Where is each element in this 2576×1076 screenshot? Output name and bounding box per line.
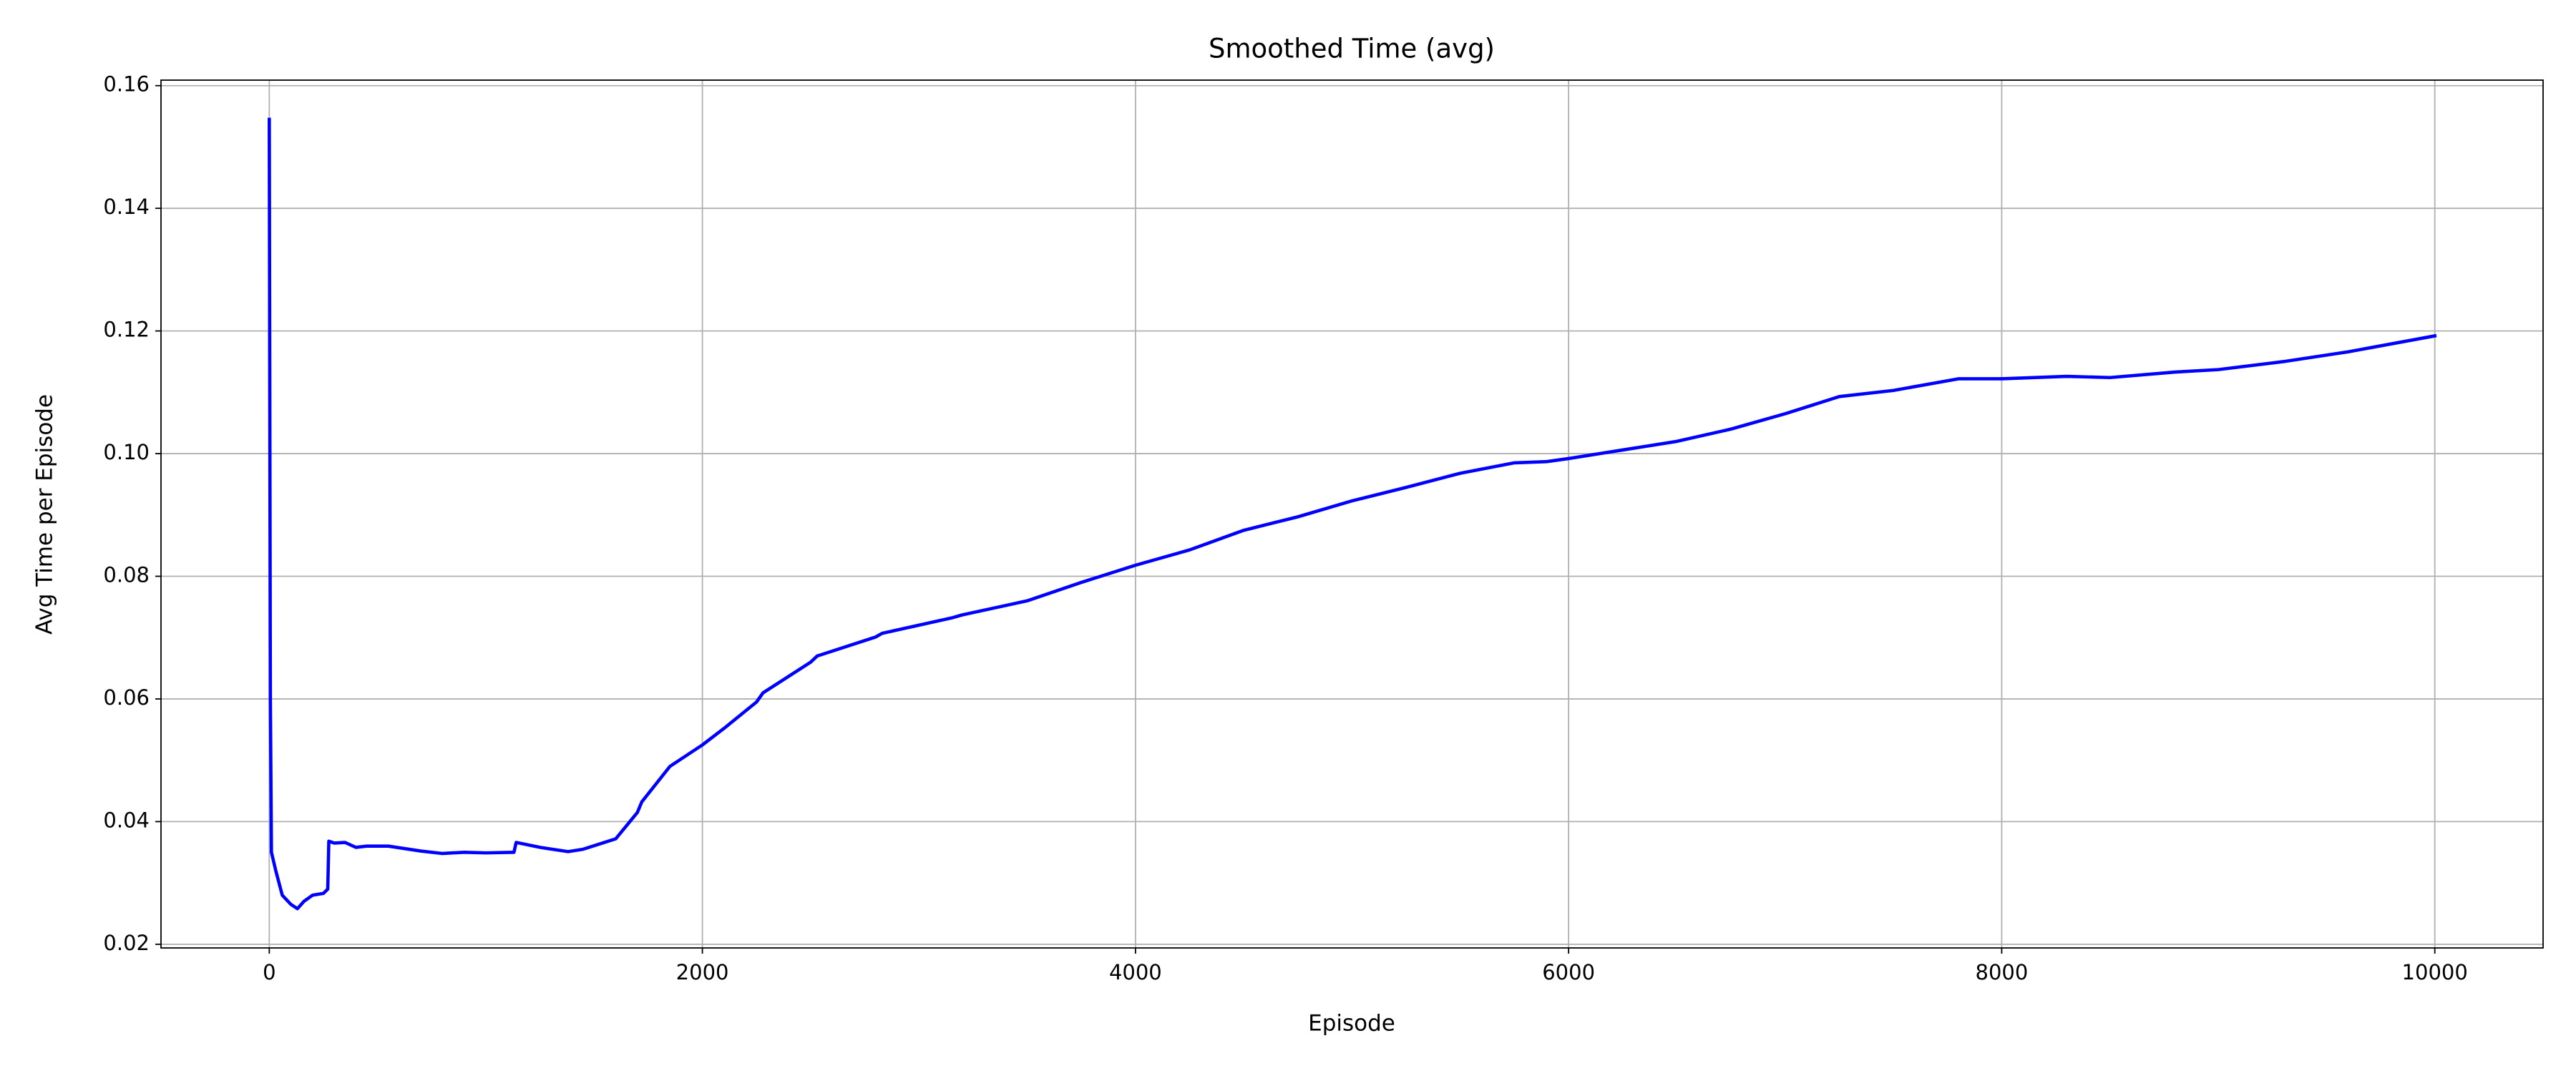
data-line xyxy=(268,117,2437,911)
y-tick-label: 0.10 xyxy=(103,440,150,464)
y-tick-label: 0.08 xyxy=(103,563,150,587)
y-tick-label: 0.02 xyxy=(103,931,150,955)
x-tick-label: 2000 xyxy=(676,960,729,984)
plot-frame xyxy=(160,79,2544,949)
x-tick-label: 8000 xyxy=(1976,960,2029,984)
x-tick-label: 0 xyxy=(263,960,275,984)
y-axis-label: Avg Time per Episode xyxy=(32,394,58,635)
y-tick-label: 0.06 xyxy=(103,685,150,710)
chart-title: Smoothed Time (avg) xyxy=(1209,34,1495,64)
x-tick-label: 10000 xyxy=(2402,960,2468,984)
x-axis-label: Episode xyxy=(1308,1011,1395,1037)
y-tick-label: 0.16 xyxy=(103,72,150,97)
y-tick-label: 0.12 xyxy=(103,318,150,342)
y-tick-label: 0.04 xyxy=(103,808,150,832)
x-tick-label: 4000 xyxy=(1109,960,1162,984)
x-tick-label: 6000 xyxy=(1542,960,1595,984)
y-tick-label: 0.14 xyxy=(103,195,150,219)
